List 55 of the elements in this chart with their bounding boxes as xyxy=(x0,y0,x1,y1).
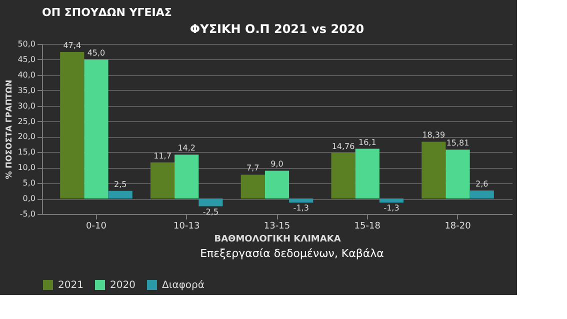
data-label: 18,39 xyxy=(422,130,446,140)
y-tick-label: 0,0 xyxy=(22,194,36,204)
x-tick-label: 15-18 xyxy=(354,222,381,232)
data-label: -2,5 xyxy=(202,207,219,216)
legend-label: 2021 xyxy=(58,280,84,291)
y-tick-label: 50,0 xyxy=(18,40,36,48)
bar xyxy=(355,148,380,199)
bar xyxy=(289,198,314,203)
y-tick-label: 45,0 xyxy=(18,54,36,64)
bar xyxy=(240,174,265,199)
x-axis-title: ΒΑΘΜΟΛΟΓΙΚΗ ΚΛΙΜΑΚΑ xyxy=(214,234,341,244)
y-tick-label: 30,0 xyxy=(18,101,36,110)
bar xyxy=(264,170,290,199)
data-label: 15,81 xyxy=(446,138,470,148)
chart-title: ΦΥΣΙΚΗ Ο.Π 2021 vs 2020 xyxy=(190,22,364,36)
x-tick-label: 10-13 xyxy=(174,222,200,232)
data-label: 2,5 xyxy=(114,180,127,189)
legend-label: Διαφορά xyxy=(162,280,205,291)
data-label: 45,0 xyxy=(87,48,106,58)
bar xyxy=(422,142,446,199)
x-tick-label: 0-10 xyxy=(86,222,107,232)
data-label: -1,3 xyxy=(384,204,400,213)
data-label: -1,3 xyxy=(293,204,309,213)
data-label: 11,7 xyxy=(154,151,172,160)
bar xyxy=(470,190,494,199)
bar xyxy=(379,198,404,203)
data-label: 9,0 xyxy=(270,160,284,169)
bar xyxy=(174,154,199,199)
y-tick-label: 5,0 xyxy=(22,178,36,188)
y-tick-label: 15,0 xyxy=(18,148,36,157)
y-tick-label: 35,0 xyxy=(18,86,36,95)
x-tick-label: 18-20 xyxy=(444,222,472,232)
text: Επεξεργασία δεδομένων, Καβάλα xyxy=(200,247,384,260)
legend-label: 2020 xyxy=(110,280,136,291)
data-label: 2,6 xyxy=(476,180,488,189)
y-tick-label: 10,0 xyxy=(18,163,36,172)
bar xyxy=(198,198,223,206)
bar xyxy=(108,190,132,199)
text: ΟΠ ΣΠΟΥΔΩΝ ΥΓΕΙΑΣ xyxy=(42,6,172,19)
bar xyxy=(60,52,84,199)
bar xyxy=(84,59,108,199)
data-label: 47,4 xyxy=(63,41,82,50)
bar xyxy=(446,150,470,199)
bar xyxy=(150,162,175,199)
y-tick-label: -5,0 xyxy=(20,210,36,218)
y-tick-label: 40,0 xyxy=(18,70,36,80)
y-axis-title: % ΠΟΣΟΣΤΑ ΓΡΑΠΤΩΝ xyxy=(4,80,14,180)
y-tick-label: 25,0 xyxy=(18,116,36,126)
y-tick-label: 20,0 xyxy=(18,132,36,142)
data-label: 14,76 xyxy=(332,142,355,151)
bar xyxy=(331,152,356,199)
data-label: 16,1 xyxy=(358,138,376,147)
data-label: 14,2 xyxy=(178,144,196,153)
data-label: 7,7 xyxy=(246,164,260,173)
x-tick-label: 13-15 xyxy=(264,222,290,232)
